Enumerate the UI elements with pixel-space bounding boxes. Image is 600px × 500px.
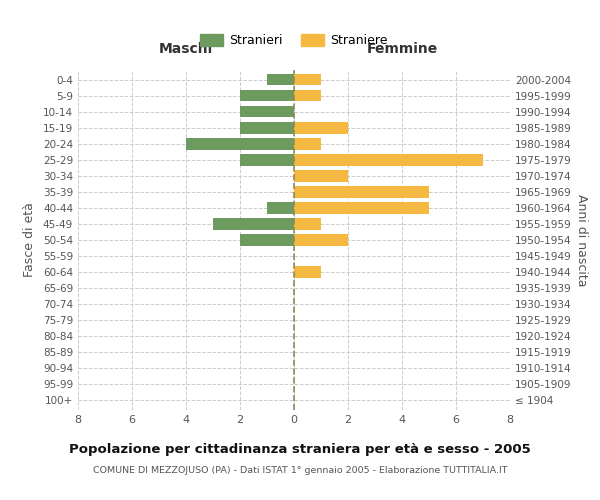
- Bar: [294, 122, 348, 134]
- Y-axis label: Fasce di età: Fasce di età: [23, 202, 36, 278]
- Text: Femmine: Femmine: [367, 42, 437, 56]
- Bar: [294, 170, 348, 181]
- Bar: [186, 138, 294, 149]
- Bar: [294, 186, 429, 198]
- Text: Maschi: Maschi: [159, 42, 213, 56]
- Bar: [213, 218, 294, 230]
- Bar: [240, 234, 294, 246]
- Text: COMUNE DI MEZZOJUSO (PA) - Dati ISTAT 1° gennaio 2005 - Elaborazione TUTTITALIA.: COMUNE DI MEZZOJUSO (PA) - Dati ISTAT 1°…: [93, 466, 507, 475]
- Y-axis label: Anni di nascita: Anni di nascita: [575, 194, 588, 286]
- Bar: [294, 90, 321, 102]
- Legend: Stranieri, Straniere: Stranieri, Straniere: [196, 28, 392, 52]
- Bar: [240, 122, 294, 134]
- Bar: [294, 154, 483, 166]
- Bar: [267, 74, 294, 86]
- Bar: [294, 218, 321, 230]
- Bar: [294, 266, 321, 278]
- Bar: [294, 234, 348, 246]
- Bar: [294, 202, 429, 213]
- Bar: [240, 154, 294, 166]
- Bar: [240, 106, 294, 118]
- Bar: [294, 74, 321, 86]
- Bar: [294, 138, 321, 149]
- Bar: [267, 202, 294, 213]
- Bar: [240, 90, 294, 102]
- Text: Popolazione per cittadinanza straniera per età e sesso - 2005: Popolazione per cittadinanza straniera p…: [69, 442, 531, 456]
